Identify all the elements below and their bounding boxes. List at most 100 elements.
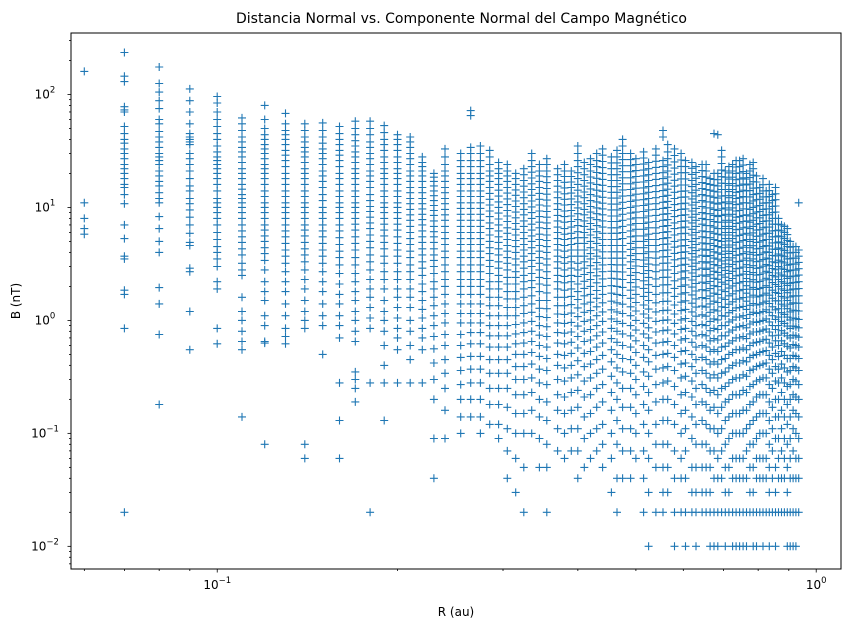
data-point (213, 220, 222, 229)
data-point (429, 284, 438, 293)
data-point (626, 264, 635, 273)
data-point (586, 290, 595, 299)
data-point (598, 365, 607, 374)
data-point (651, 274, 660, 283)
data-point (631, 326, 640, 335)
data-point (735, 257, 744, 266)
data-point (794, 380, 803, 389)
data-point (300, 324, 309, 333)
data-point (155, 330, 164, 339)
data-point (542, 366, 551, 375)
data-point (710, 267, 718, 276)
data-point (494, 400, 503, 409)
data-point (692, 355, 700, 364)
data-point (607, 429, 616, 438)
data-point (702, 420, 711, 429)
data-point (542, 508, 551, 517)
data-point (768, 403, 777, 412)
data-point (485, 420, 494, 429)
data-point (456, 240, 465, 249)
data-point (789, 424, 798, 433)
data-point (238, 293, 246, 302)
data-point (670, 284, 679, 293)
data-point (380, 296, 389, 305)
data-point (598, 307, 607, 316)
data-point (300, 250, 309, 259)
data-point (728, 375, 737, 384)
data-point (238, 307, 246, 316)
data-point (644, 488, 653, 497)
data-point (213, 324, 222, 333)
data-point (519, 508, 528, 517)
data-point (670, 366, 679, 375)
data-point (749, 488, 758, 497)
data-point (626, 446, 635, 455)
data-point (406, 341, 415, 350)
y-axis-label: B (nT) (9, 283, 23, 319)
data-point (698, 341, 707, 350)
data-point (717, 403, 726, 412)
data-point (300, 296, 309, 305)
data-point (681, 296, 690, 305)
data-point (553, 264, 562, 273)
data-point (644, 454, 653, 463)
y-tick-label: 10−1 (31, 424, 59, 440)
data-point (260, 311, 269, 320)
data-point (503, 355, 512, 364)
data-point (456, 309, 465, 318)
data-point (527, 337, 536, 346)
data-point (706, 488, 715, 497)
data-point (794, 434, 803, 443)
data-point (644, 333, 653, 342)
data-point (794, 198, 803, 207)
data-point (553, 284, 562, 293)
data-point (774, 331, 783, 340)
data-point (698, 330, 707, 339)
data-point (607, 281, 616, 290)
data-point (155, 63, 164, 71)
data-point (598, 351, 607, 360)
data-point (631, 454, 640, 463)
data-point (580, 291, 589, 300)
data-point (607, 488, 616, 497)
data-point (713, 373, 722, 382)
data-point (681, 446, 690, 455)
data-point (613, 307, 621, 316)
data-point (692, 321, 700, 330)
data-point (573, 370, 582, 379)
data-point (351, 117, 360, 126)
data-point (663, 147, 672, 156)
data-point (713, 429, 722, 438)
data-point (366, 250, 375, 259)
data-point (794, 315, 803, 324)
data-point (238, 250, 246, 259)
data-point (300, 307, 309, 316)
data-point (687, 262, 696, 271)
data-point (335, 240, 344, 249)
data-point (335, 260, 344, 269)
data-point (476, 339, 485, 348)
data-point (503, 403, 512, 412)
data-point (735, 271, 744, 280)
data-point (366, 293, 375, 302)
data-point (441, 275, 449, 284)
data-point (586, 268, 595, 277)
data-point (607, 334, 616, 343)
data-point (663, 362, 672, 371)
data-point (185, 119, 194, 128)
data-point (553, 375, 562, 384)
data-point (774, 313, 783, 322)
data-point (670, 262, 679, 271)
data-point (485, 262, 494, 271)
data-point (735, 294, 744, 303)
x-axis-label: R (au) (438, 605, 474, 619)
data-point (380, 307, 389, 316)
data-point (567, 318, 576, 327)
data-point (476, 318, 485, 327)
data-point (626, 257, 635, 266)
data-point (393, 378, 402, 387)
data-point (535, 365, 544, 374)
data-point (618, 319, 627, 328)
data-point (511, 287, 520, 296)
data-point (681, 266, 690, 275)
